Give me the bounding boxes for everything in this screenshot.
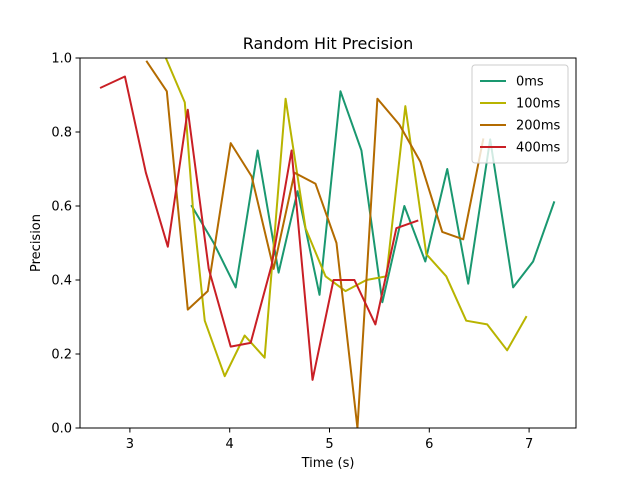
x-tick-label: 7 [525,437,533,452]
y-tick-label: 0.4 [51,274,72,289]
y-tick-label: 0.0 [51,422,72,437]
legend-label-400ms: 400ms [516,141,560,156]
legend-label-100ms: 100ms [516,97,560,112]
chart-title: Random Hit Precision [243,34,414,53]
series-line-0ms [190,90,556,304]
axes-frame [79,57,577,429]
series-line-200ms [145,60,485,428]
x-tick-label: 6 [425,437,433,452]
legend: 0ms 100ms 200ms 400ms [471,64,569,164]
series-layer [99,58,556,428]
legend-label-0ms: 0ms [516,75,544,90]
y-tick-label: 0.6 [51,200,72,215]
series-line-100ms [164,58,528,378]
x-tick-label: 3 [126,437,134,452]
y-axis-label: Precision [29,214,44,272]
x-axis-label: Time (s) [301,456,355,471]
legend-box [471,64,569,164]
series-line-400ms [99,75,419,381]
y-tick-label: 1.0 [51,52,72,67]
y-tick-label: 0.8 [51,126,72,141]
y-tick-label: 0.2 [51,348,72,363]
y-axis: 0.0 0.2 0.4 0.6 0.8 1.0 [51,52,80,437]
x-axis: 3 4 5 6 7 [126,428,533,452]
x-tick-label: 4 [226,437,234,452]
x-tick-label: 5 [325,437,333,452]
legend-label-200ms: 200ms [516,119,560,134]
